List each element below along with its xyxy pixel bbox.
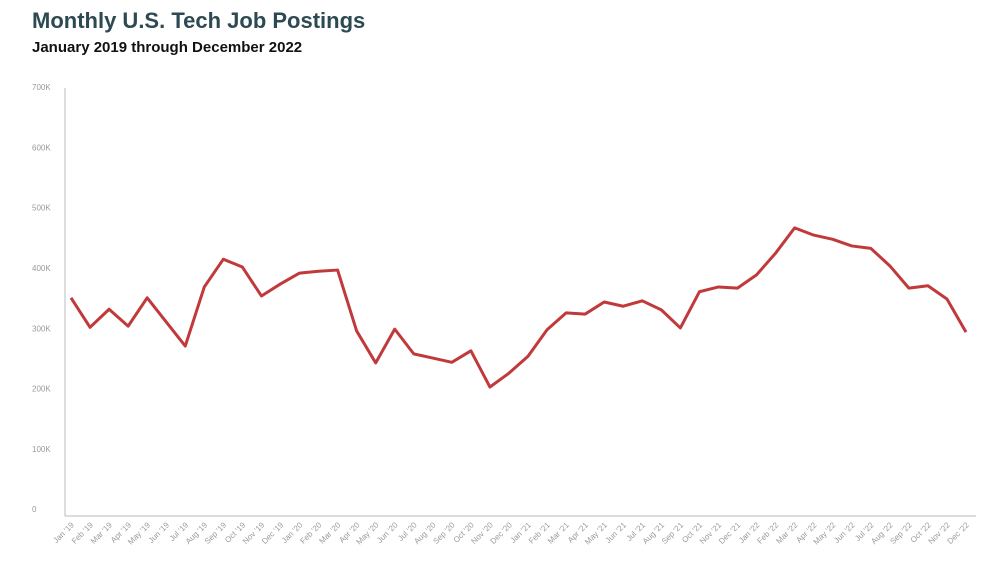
data-line	[69, 226, 968, 389]
chart-subtitle: January 2019 through December 2022	[32, 39, 302, 56]
x-tick-label: Jun '20	[375, 520, 400, 545]
y-tick-label: 200K	[32, 385, 51, 394]
y-tick-label: 700K	[32, 83, 51, 92]
x-tick-label: Sep '20	[431, 520, 457, 546]
x-tick-label: Jun '21	[604, 520, 629, 545]
y-tick-label: 500K	[32, 204, 51, 213]
x-tick-label: Mar '21	[546, 520, 571, 545]
chart-title: Monthly U.S. Tech Job Postings	[32, 8, 365, 33]
y-tick-label: 600K	[32, 143, 51, 152]
x-tick-label: Sep '21	[660, 520, 686, 546]
x-tick-label: Mar '20	[317, 520, 342, 545]
x-tick-label: Sep '22	[888, 520, 914, 546]
x-tick-label: Jun '22	[832, 520, 857, 545]
y-tick-label: 300K	[32, 324, 51, 333]
x-tick-label: Sep '19	[203, 520, 229, 546]
x-tick-label: Mar '19	[89, 520, 114, 545]
x-tick-label: Dec '22	[946, 520, 972, 546]
x-tick-label: Mar '22	[774, 520, 799, 545]
x-tick-label: Dec '21	[717, 520, 743, 546]
x-tick-label: Jun '19	[147, 520, 172, 545]
x-tick-label: Dec '20	[489, 520, 515, 546]
x-tick-label: Dec '19	[260, 520, 286, 546]
y-tick-label: 100K	[32, 445, 51, 454]
y-tick-label: 400K	[32, 264, 51, 273]
y-tick-label: 0	[32, 505, 37, 514]
